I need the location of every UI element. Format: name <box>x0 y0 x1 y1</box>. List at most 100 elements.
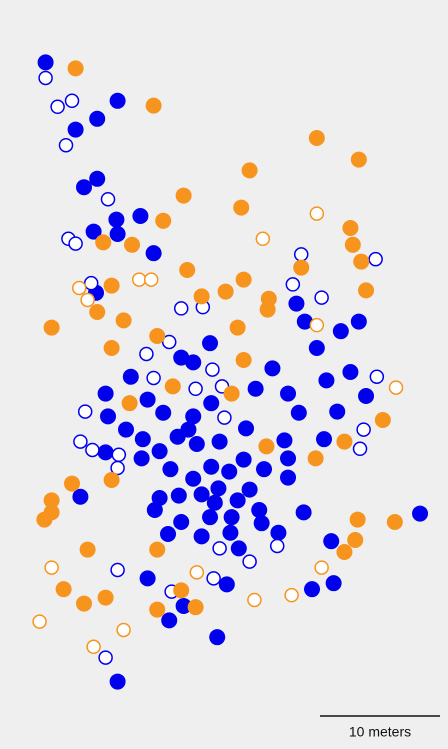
point-open <box>217 410 232 425</box>
point-open <box>71 280 87 296</box>
point-filled <box>108 211 125 228</box>
point-filled <box>349 511 366 528</box>
point-filled <box>175 597 192 614</box>
point-open <box>212 541 227 556</box>
point-filled <box>149 601 166 618</box>
point-filled <box>211 433 228 450</box>
point-filled <box>89 303 106 320</box>
point-filled <box>229 319 246 336</box>
point-filled <box>316 431 333 448</box>
point-filled <box>109 225 126 242</box>
point-filled <box>223 509 240 526</box>
point-filled <box>43 319 60 336</box>
point-open <box>73 434 88 449</box>
point-filled <box>290 404 307 421</box>
point-open <box>369 369 385 385</box>
point-open <box>309 317 325 333</box>
point-open <box>98 650 113 665</box>
point-filled <box>218 576 235 593</box>
point-filled <box>206 494 223 511</box>
point-filled <box>151 443 168 460</box>
point-open <box>293 247 309 262</box>
point-filled <box>170 487 187 504</box>
point-filled <box>155 212 172 229</box>
point-filled <box>185 408 202 425</box>
point-open <box>309 206 325 221</box>
point-filled <box>185 354 202 371</box>
point-open <box>314 290 329 305</box>
point-filled <box>235 451 252 468</box>
point-filled <box>185 470 202 487</box>
point-filled <box>229 492 246 509</box>
point-open <box>116 622 131 638</box>
point-filled <box>221 463 238 480</box>
point-filled <box>336 433 353 450</box>
point-filled <box>304 581 321 598</box>
point-filled <box>179 261 196 278</box>
point-filled <box>222 524 239 541</box>
point-open <box>173 301 189 316</box>
point-open <box>368 251 383 267</box>
point-open <box>314 560 329 575</box>
point-filled <box>173 349 190 366</box>
point-filled <box>67 60 84 77</box>
point-open <box>110 460 125 476</box>
point-filled <box>233 199 250 216</box>
point-open <box>388 380 404 395</box>
point-filled <box>353 253 370 270</box>
point-filled <box>124 236 141 253</box>
point-filled <box>259 301 276 318</box>
point-filled <box>145 97 162 114</box>
point-filled <box>89 170 106 187</box>
point-filled <box>223 385 240 402</box>
point-filled <box>386 513 403 530</box>
point-filled <box>323 533 340 550</box>
point-open <box>77 404 93 419</box>
point-filled <box>72 488 89 505</box>
point-filled <box>115 312 132 329</box>
point-filled <box>235 351 252 368</box>
point-filled <box>97 385 114 402</box>
point-filled <box>37 54 54 71</box>
point-open <box>83 275 99 291</box>
point-filled <box>307 450 324 467</box>
point-open <box>146 370 161 386</box>
point-filled <box>64 475 81 492</box>
point-filled <box>280 450 297 467</box>
point-filled <box>308 339 325 356</box>
point-filled <box>193 288 210 305</box>
point-open <box>85 442 100 458</box>
point-filled <box>308 129 325 146</box>
point-open <box>356 422 371 437</box>
point-open <box>110 562 125 578</box>
point-filled <box>55 581 72 598</box>
point-filled <box>350 151 367 168</box>
point-open <box>284 587 299 603</box>
point-filled <box>342 219 359 236</box>
point-filled <box>258 438 275 455</box>
point-open <box>86 639 101 655</box>
point-filled <box>151 489 168 506</box>
point-filled <box>342 363 359 380</box>
point-filled <box>193 486 210 503</box>
point-filled <box>412 505 429 522</box>
point-filled <box>103 277 120 294</box>
point-filled <box>358 387 375 404</box>
point-filled <box>332 323 349 340</box>
point-filled <box>67 121 84 138</box>
point-filled <box>121 395 138 412</box>
point-filled <box>264 360 281 377</box>
point-filled <box>253 515 270 532</box>
point-filled <box>149 327 166 344</box>
point-filled <box>109 92 126 109</box>
point-open <box>205 362 220 377</box>
point-filled <box>193 528 210 545</box>
point-filled <box>122 368 139 385</box>
point-open <box>50 99 65 115</box>
point-filled <box>210 480 227 497</box>
point-filled <box>134 431 151 448</box>
point-open <box>131 272 147 287</box>
point-filled <box>187 599 204 616</box>
point-filled <box>318 372 335 389</box>
